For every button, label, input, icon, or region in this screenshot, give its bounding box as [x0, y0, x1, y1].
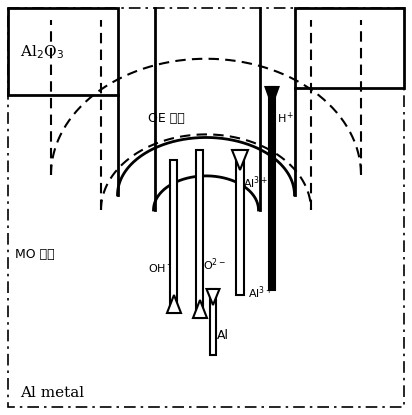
Polygon shape — [193, 300, 207, 318]
Polygon shape — [167, 295, 181, 313]
Text: OE 界面: OE 界面 — [148, 112, 185, 124]
Polygon shape — [295, 8, 404, 88]
Text: Al: Al — [217, 329, 229, 342]
Polygon shape — [206, 289, 220, 305]
Text: Al metal: Al metal — [20, 386, 84, 400]
Polygon shape — [210, 289, 216, 355]
Text: OH$^-$: OH$^-$ — [148, 262, 174, 274]
Text: MO 界面: MO 界面 — [15, 249, 55, 261]
Text: H$^+$: H$^+$ — [277, 110, 295, 126]
Text: Al$^{3+}$: Al$^{3+}$ — [248, 285, 273, 301]
Text: Al$_2$O$_3$: Al$_2$O$_3$ — [20, 43, 64, 61]
Polygon shape — [236, 150, 244, 295]
Text: Al$^{3+}$: Al$^{3+}$ — [243, 175, 268, 191]
Polygon shape — [197, 150, 204, 318]
Polygon shape — [232, 150, 248, 170]
Text: O$^{2-}$: O$^{2-}$ — [203, 257, 226, 273]
Polygon shape — [171, 160, 178, 313]
Polygon shape — [269, 87, 275, 290]
Polygon shape — [265, 87, 279, 105]
Polygon shape — [8, 8, 118, 95]
